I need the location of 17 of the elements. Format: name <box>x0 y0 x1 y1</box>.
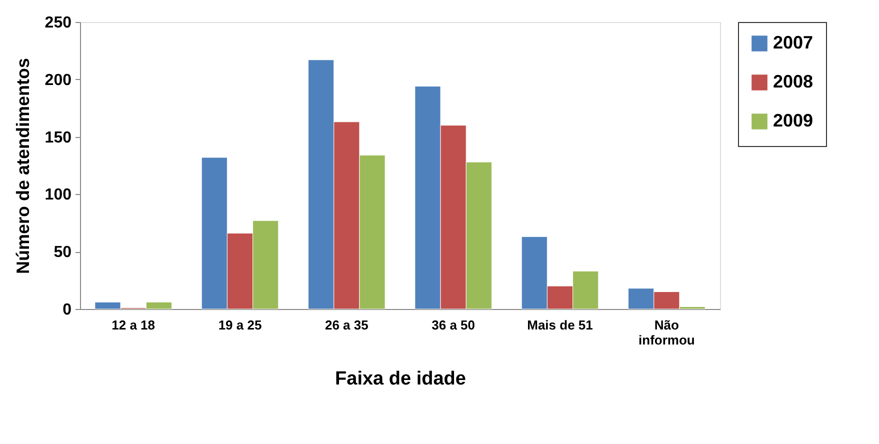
x-axis-title: Faixa de idade <box>335 368 466 390</box>
x-tick-label: 12 a 18 <box>112 318 156 332</box>
y-tick-label: 50 <box>54 244 72 262</box>
y-tick-label: 200 <box>44 72 72 89</box>
y-tick-label: 150 <box>44 129 72 146</box>
x-tick-label: 26 a 35 <box>324 318 368 332</box>
x-tick-label: 19 a 25 <box>218 318 262 332</box>
x-tick-label: Não informou <box>638 318 695 348</box>
y-tick-label: 250 <box>44 14 72 32</box>
legend-label: 2008 <box>773 72 814 92</box>
x-tick-label: Mais de 51 <box>527 318 593 332</box>
y-tick-label: 0 <box>62 302 72 318</box>
y-tick-label: 100 <box>44 186 72 204</box>
legend-label: 2009 <box>773 110 814 130</box>
y-axis-title: Número de atendimentos <box>12 58 33 274</box>
x-tick-label: 36 a 50 <box>432 318 476 332</box>
legend-label: 2007 <box>773 32 814 52</box>
